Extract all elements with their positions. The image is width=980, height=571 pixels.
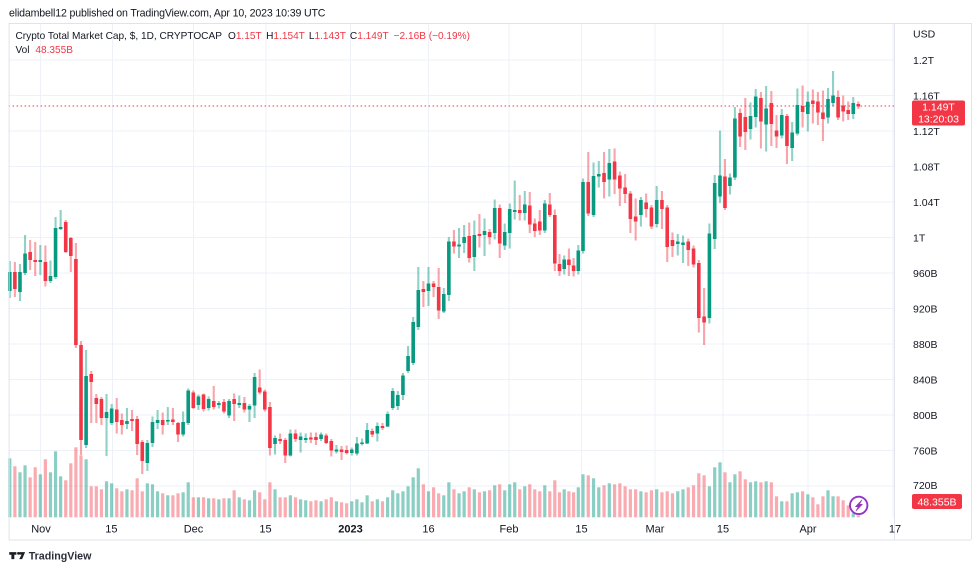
svg-text:TradingView: TradingView [29, 551, 92, 563]
svg-text:1.08T: 1.08T [913, 162, 940, 174]
svg-text:13:20:03: 13:20:03 [918, 114, 959, 126]
svg-text:1.16T: 1.16T [913, 91, 940, 103]
svg-text:1.2T: 1.2T [913, 55, 935, 67]
svg-text:2023: 2023 [338, 523, 362, 535]
svg-text:15: 15 [717, 523, 729, 535]
svg-text:Mar: Mar [646, 523, 665, 535]
svg-text:1.149T: 1.149T [922, 102, 955, 114]
svg-text:960B: 960B [913, 268, 938, 280]
svg-text:920B: 920B [913, 304, 938, 316]
svg-text:17: 17 [889, 523, 901, 535]
svg-text:840B: 840B [913, 375, 938, 387]
svg-text:Dec: Dec [184, 523, 204, 535]
svg-text:Vol 48.355B: Vol 48.355B [16, 45, 74, 56]
svg-text:1.12T: 1.12T [913, 126, 940, 138]
svg-text:Feb: Feb [500, 523, 519, 535]
svg-text:elidambell12 published on Trad: elidambell12 published on TradingView.co… [9, 7, 326, 19]
svg-text:48.355B: 48.355B [917, 496, 956, 508]
svg-text:Crypto Total Market Cap, $, 1D: Crypto Total Market Cap, $, 1D, CRYPTOCA… [16, 31, 470, 42]
svg-text:Apr: Apr [799, 523, 816, 535]
svg-text:16: 16 [422, 523, 434, 535]
svg-text:Nov: Nov [31, 523, 51, 535]
svg-text:1T: 1T [913, 233, 926, 245]
svg-text:800B: 800B [913, 410, 938, 422]
svg-text:760B: 760B [913, 446, 938, 458]
svg-text:USD: USD [913, 29, 936, 41]
svg-text:720B: 720B [913, 480, 938, 492]
svg-text:1.04T: 1.04T [913, 197, 940, 209]
svg-text:15: 15 [105, 523, 117, 535]
svg-text:880B: 880B [913, 339, 938, 351]
svg-text:15: 15 [575, 523, 587, 535]
svg-text:15: 15 [259, 523, 271, 535]
